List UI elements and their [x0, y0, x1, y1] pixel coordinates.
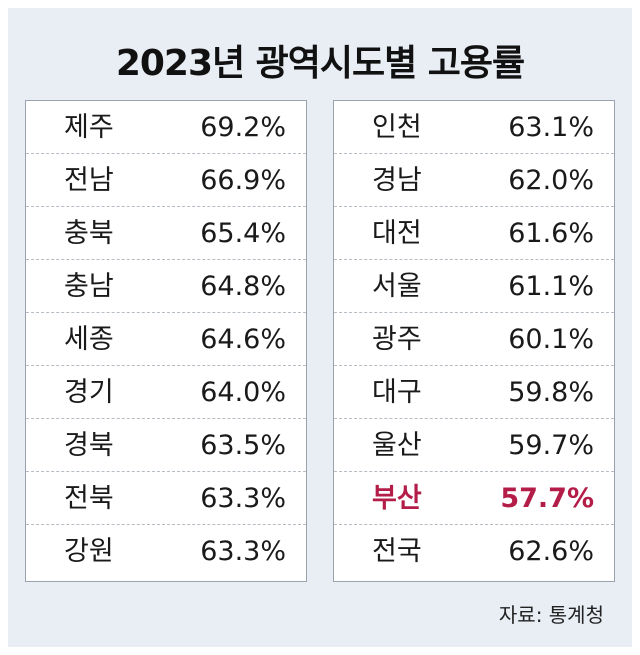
- region-name: 세종: [64, 324, 114, 355]
- table-panel-right: 인천 63.1% 경남 62.0% 대전 61.6% 서울 61.1% 광주 60.1% 대구 59.…: [333, 100, 615, 582]
- region-name: 전북: [64, 483, 114, 514]
- table-row: 충북 65.4%: [26, 207, 306, 260]
- table-row: 대전 61.6%: [334, 207, 614, 260]
- region-name: 충북: [64, 218, 114, 249]
- region-name: 부산: [372, 483, 422, 514]
- table-row: 경남 62.0%: [334, 154, 614, 207]
- employment-rate: 62.0%: [508, 165, 594, 196]
- table-row: 강원 63.3%: [26, 525, 306, 578]
- employment-rate: 63.3%: [200, 483, 286, 514]
- employment-rate: 64.0%: [200, 377, 286, 408]
- region-name: 대구: [372, 377, 422, 408]
- table-row: 충남 64.8%: [26, 260, 306, 313]
- employment-rate: 63.5%: [200, 430, 286, 461]
- employment-rate: 59.8%: [508, 377, 594, 408]
- employment-rate: 66.9%: [200, 165, 286, 196]
- region-name: 울산: [372, 430, 422, 461]
- region-name: 경기: [64, 377, 114, 408]
- employment-rate: 61.6%: [508, 218, 594, 249]
- employment-rate: 64.6%: [200, 324, 286, 355]
- region-name: 제주: [64, 112, 114, 143]
- region-name: 강원: [64, 536, 114, 567]
- chart-title: 2023년 광역시도별 고용률: [115, 43, 525, 84]
- region-name: 광주: [372, 324, 422, 355]
- employment-rate: 59.7%: [508, 430, 594, 461]
- employment-rate: 64.8%: [200, 271, 286, 302]
- infographic-card: 2023년 광역시도별 고용률 제주 69.2% 전남 66.9% 충북 65.4% 충남 6…: [8, 8, 632, 647]
- table-row: 대구 59.8%: [334, 366, 614, 419]
- region-name: 충남: [64, 271, 114, 302]
- employment-rate: 69.2%: [200, 112, 286, 143]
- region-name: 경북: [64, 430, 114, 461]
- region-name: 대전: [372, 218, 422, 249]
- table-row: 경기 64.0%: [26, 366, 306, 419]
- region-name: 서울: [372, 271, 422, 302]
- region-name: 전남: [64, 165, 114, 196]
- employment-rate: 65.4%: [200, 218, 286, 249]
- employment-rate: 57.7%: [500, 483, 594, 514]
- employment-rate: 63.3%: [200, 536, 286, 567]
- table-row: 광주 60.1%: [334, 313, 614, 366]
- table-row: 전남 66.9%: [26, 154, 306, 207]
- table-row: 서울 61.1%: [334, 260, 614, 313]
- region-name: 인천: [372, 112, 422, 143]
- table-row: 전국 62.6%: [334, 525, 614, 578]
- employment-rate: 61.1%: [508, 271, 594, 302]
- region-name: 경남: [372, 165, 422, 196]
- employment-rate: 63.1%: [508, 112, 594, 143]
- employment-rate: 60.1%: [508, 324, 594, 355]
- table-row: 전북 63.3%: [26, 472, 306, 525]
- table-row: 제주 69.2%: [26, 101, 306, 154]
- table-row: 세종 64.6%: [26, 313, 306, 366]
- table-row: 부산 57.7%: [334, 472, 614, 525]
- employment-rate: 62.6%: [508, 536, 594, 567]
- table-row: 울산 59.7%: [334, 419, 614, 472]
- region-name: 전국: [372, 536, 422, 567]
- source-note: 자료: 통계청: [498, 603, 604, 627]
- table-panel-left: 제주 69.2% 전남 66.9% 충북 65.4% 충남 64.8% 세종 64.6% 경기 64.…: [25, 100, 307, 582]
- table-row: 인천 63.1%: [334, 101, 614, 154]
- table-row: 경북 63.5%: [26, 419, 306, 472]
